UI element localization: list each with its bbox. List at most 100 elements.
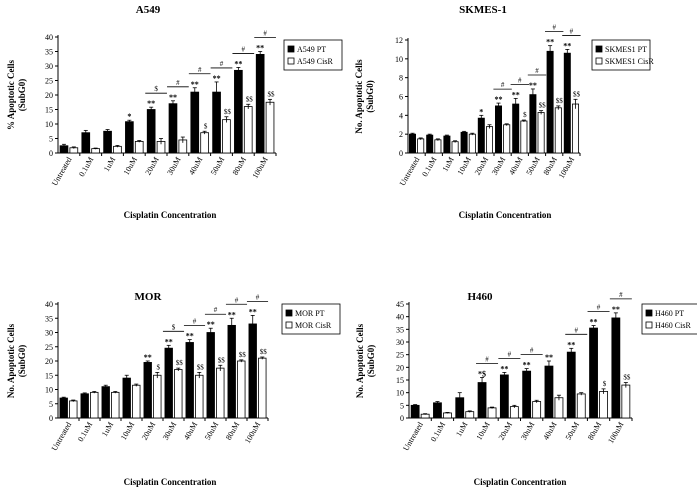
comparison-marker: #	[214, 306, 218, 314]
bar-a549-cisr	[91, 148, 100, 154]
x-axis-label: Cisplatin Concentration	[474, 477, 567, 487]
bar-mor-cisr	[195, 374, 204, 419]
legend: SKMES1 PT SKMES1 CisR	[591, 39, 654, 71]
y-tick-label: 0	[49, 149, 53, 158]
legend-swatch	[595, 45, 603, 53]
y-tick-label: 8	[399, 74, 403, 83]
significance-marker-cisr: $$	[573, 90, 581, 98]
significance-marker-pt: **	[545, 353, 553, 362]
bar-a549-pt	[146, 109, 156, 154]
significance-marker-pt: **	[169, 93, 177, 102]
bar-a549-cisr	[265, 101, 275, 154]
bar-skmes1-cisr	[434, 139, 442, 154]
legend-label: A549 CisR	[297, 57, 333, 66]
bar-mor-pt	[206, 332, 215, 419]
chart-title: H460	[467, 291, 493, 303]
comparison-marker: #	[485, 355, 489, 363]
significance-marker-pt: **	[213, 74, 221, 83]
y-tick-label: 10	[45, 386, 53, 395]
x-tick-label: 20uM	[140, 421, 157, 442]
significance-marker-cisr: $$	[260, 348, 268, 356]
bar-h460-pt	[566, 351, 576, 419]
bar-mor-pt	[227, 324, 236, 419]
x-tick-label: 1uM	[102, 156, 117, 174]
legend-swatch	[287, 57, 295, 65]
significance-marker-pt: **	[500, 364, 508, 373]
legend-box	[641, 303, 697, 335]
chart-panel-4: H460 No. Apoptotic Cells(SubG0) 0 5 10 15 20 25…	[355, 291, 697, 487]
legend-label: MOR CisR	[295, 321, 332, 330]
bar-mor-cisr	[132, 384, 141, 419]
x-tick-label: 100uM	[250, 156, 269, 181]
significance-marker-pt: **	[207, 320, 215, 329]
significance-marker-pt: **	[144, 353, 152, 362]
y-tick-label: 30	[45, 329, 53, 338]
bar-skmes1-pt	[460, 131, 468, 154]
y-tick-label: 35	[45, 48, 53, 57]
bar-h460-cisr	[420, 413, 430, 419]
bar-a549-cisr	[200, 132, 209, 154]
y-tick-label: 0	[399, 149, 403, 158]
bar-h460-cisr	[532, 401, 542, 419]
bar-mor-cisr	[69, 400, 78, 419]
y-tick-label: 30	[45, 62, 53, 71]
significance-marker-pt: **	[495, 95, 503, 104]
bar-skmes1-cisr	[417, 138, 425, 154]
bar-h460-pt	[611, 317, 621, 419]
x-tick-label: 30uM	[519, 421, 536, 442]
bar-a549-cisr	[222, 119, 231, 154]
x-tick-label: 0.1uM	[77, 156, 95, 179]
bar-h460-cisr	[487, 407, 497, 419]
bar-skmes1-pt	[546, 50, 554, 154]
y-tick-label: 20	[45, 357, 53, 366]
comparison-marker: #	[552, 24, 556, 32]
bar-h460-pt	[410, 404, 420, 419]
legend-box	[591, 39, 651, 71]
bar-h460-pt	[499, 374, 509, 419]
chart-panel-1: A549 % Apoptotic Cells(SubG0) 0 5 10 15 20 25 30…	[6, 4, 343, 220]
y-axis-label: No. Apoptotic Cells(SubG0)	[354, 59, 375, 134]
comparison-marker: $	[172, 323, 176, 331]
bar-skmes1-pt	[512, 103, 520, 154]
legend: A549 PT A549 CisR	[283, 39, 343, 71]
significance-marker-cisr: $	[523, 111, 527, 119]
y-tick-label: 10	[45, 120, 53, 129]
x-axis-label: Cisplatin Concentration	[124, 477, 217, 487]
comparison-marker: #	[530, 347, 534, 355]
bar-skmes1-pt	[495, 105, 502, 154]
y-tick-label: 10	[395, 55, 403, 64]
legend: H460 PT H460 CisR	[641, 303, 697, 335]
bar-mor-pt	[164, 347, 173, 419]
comparison-marker: #	[619, 291, 623, 299]
significance-marker-pt: **	[590, 318, 598, 327]
bar-mor-pt	[122, 377, 131, 419]
significance-marker-cisr: $$	[239, 351, 247, 359]
legend-swatch	[595, 57, 603, 65]
bar-skmes1-pt	[409, 133, 416, 154]
bar-h460-pt	[433, 402, 442, 419]
bar-mor-pt	[80, 393, 89, 419]
significance-marker-cisr: $$	[268, 90, 276, 98]
y-tick-label: 20	[45, 91, 53, 100]
y-tick-label: 20	[396, 363, 404, 372]
y-tick-label: 0	[49, 414, 53, 423]
significance-marker-pt: **	[529, 81, 537, 90]
significance-marker-pt: **	[147, 99, 155, 108]
significance-marker-cisr: $$	[224, 108, 232, 116]
chart-title: SKMES-1	[459, 4, 507, 16]
chart-title: MOR	[135, 291, 163, 303]
significance-marker-pt: *$	[478, 369, 486, 378]
bar-h460-pt	[589, 327, 598, 419]
bar-skmes1-cisr	[572, 103, 579, 154]
significance-marker-pt: **	[563, 41, 571, 50]
x-tick-label: 10uM	[474, 421, 491, 442]
comparison-marker: #	[570, 27, 574, 35]
y-tick-label: 5	[49, 135, 53, 144]
bar-skmes1-pt	[426, 134, 434, 154]
x-tick-label: 100uM	[243, 421, 262, 446]
bar-mor-pt	[248, 323, 257, 419]
comparison-marker: #	[535, 67, 539, 75]
bar-skmes1-pt	[477, 117, 485, 154]
significance-marker-pt: **	[228, 310, 236, 319]
bar-mor-cisr	[111, 391, 120, 419]
